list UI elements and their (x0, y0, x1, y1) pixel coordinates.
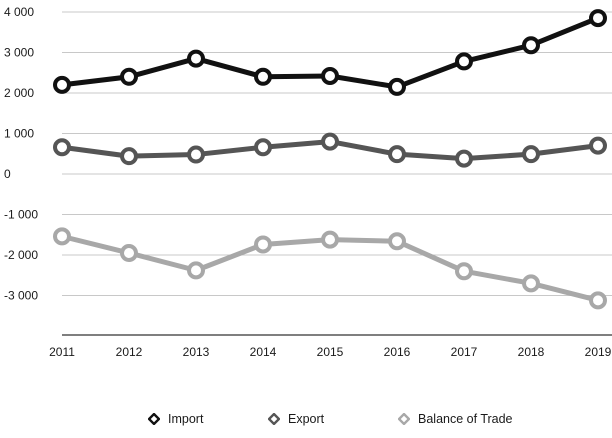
data-point (589, 9, 607, 28)
gridlines (62, 11, 612, 296)
data-point (522, 145, 540, 164)
x-tick-label: 2012 (116, 345, 143, 359)
data-point (321, 132, 339, 151)
x-tick-label: 2014 (250, 345, 277, 359)
y-tick-label: 1 000 (4, 127, 34, 141)
data-point (321, 230, 339, 249)
data-point (254, 67, 272, 86)
data-point (254, 138, 272, 157)
data-point (187, 49, 205, 68)
series-lines (53, 9, 607, 310)
legend-label: Export (288, 412, 325, 426)
data-point (254, 235, 272, 254)
data-point (388, 232, 406, 251)
y-tick-label: -2 000 (4, 248, 38, 262)
legend-label: Import (168, 412, 204, 426)
x-tick-label: 2017 (451, 345, 478, 359)
y-tick-label: -1 000 (4, 208, 38, 222)
x-tick-label: 2011 (49, 345, 75, 359)
legend-item: Export (268, 412, 324, 426)
x-tick-label: 2016 (384, 345, 411, 359)
data-point (53, 138, 71, 157)
data-point (522, 274, 540, 293)
data-point (53, 75, 71, 94)
legend-marker-icon (268, 413, 280, 425)
data-point (120, 243, 138, 262)
legend-item: Import (148, 412, 203, 426)
y-tick-label: 0 (4, 167, 11, 181)
data-point (120, 147, 138, 166)
data-point (388, 77, 406, 96)
y-axis-ticks: 4 000 3 000 2 000 1 000 0 -1 000 -2 000 -3 000 (4, 5, 38, 303)
data-point (187, 145, 205, 164)
data-point (53, 227, 71, 246)
legend-label: Balance of Trade (418, 412, 513, 426)
y-tick-label: 4 000 (4, 5, 34, 19)
legend-item: Balance of Trade (398, 412, 513, 426)
y-tick-label: -3 000 (4, 289, 38, 303)
data-point (589, 136, 607, 155)
x-tick-label: 2013 (183, 345, 210, 359)
data-point (522, 36, 540, 55)
data-point (187, 261, 205, 280)
y-tick-label: 2 000 (4, 86, 34, 100)
x-tick-label: 2019 (585, 345, 612, 359)
data-point (455, 149, 473, 168)
data-point (589, 291, 607, 310)
data-point (321, 66, 339, 85)
data-point (455, 262, 473, 281)
data-point (455, 52, 473, 71)
legend: Import Export Balance of Trade (0, 412, 612, 434)
x-tick-label: 2018 (518, 345, 545, 359)
data-point (120, 67, 138, 86)
y-tick-label: 3 000 (4, 46, 34, 60)
legend-marker-icon (398, 413, 410, 425)
x-axis: 2011 2012 2013 2014 2015 2016 2017 2018 2019 (49, 334, 612, 359)
data-point (388, 145, 406, 164)
legend-marker-icon (148, 413, 160, 425)
x-tick-label: 2015 (317, 345, 344, 359)
